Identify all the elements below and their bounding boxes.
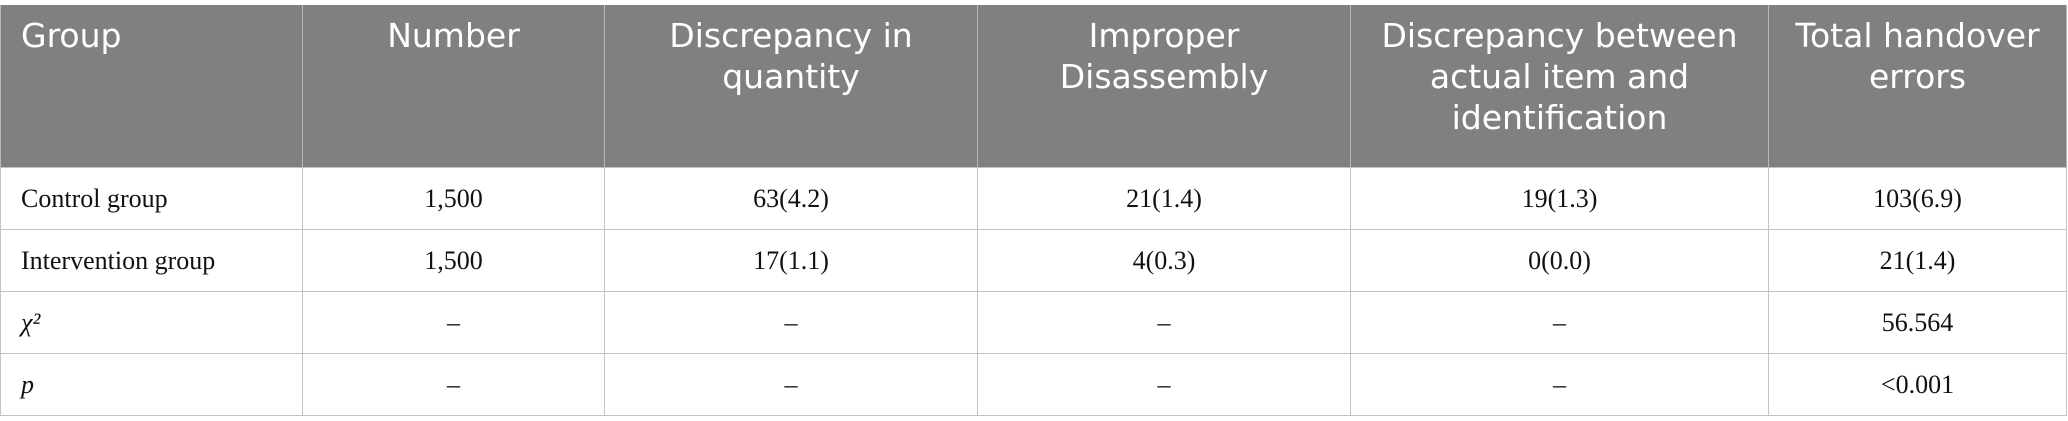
table-row: χ² – – – –56.564 [0,291,2067,354]
header-cell: Discrepancy in quantity [604,5,978,168]
table-cell: – [604,353,978,416]
table-cell: Intervention group [0,229,303,292]
table-cell: 19(1.3) [1350,167,1769,230]
table-cell: 63(4.2) [604,167,978,230]
header-cell: Discrepancy between actual item and iden… [1350,5,1769,168]
header-cell: Total handover errors [1768,5,2067,168]
data-table: Group Number Discrepancy in quantity Improp… [0,5,2067,416]
table-cell: 21(1.4) [1768,229,2067,292]
table-cell: – [1350,353,1769,416]
table-body: Control group 1,500 63(4.2) 21(1.4) 19(1.3) 1… [0,167,2067,416]
table-cell: 17(1.1) [604,229,978,292]
table-cell: χ² [0,291,303,354]
table-cell: – [977,291,1351,354]
table-cell: 56.564 [1768,291,2067,354]
table-cell: 103(6.9) [1768,167,2067,230]
table-cell: 21(1.4) [977,167,1351,230]
table-cell: <0.001 [1768,353,2067,416]
table-cell: – [977,353,1351,416]
header-cell: Improper Disassembly [977,5,1351,168]
table-row: Control group 1,500 63(4.2) 21(1.4) 19(1.3) 1… [0,167,2067,230]
table-cell: – [302,291,605,354]
table-cell: 0(0.0) [1350,229,1769,292]
table-cell: 1,500 [302,167,605,230]
table-row: Intervention group 1,500 17(1.1) 4(0.3) 0(0.… [0,229,2067,292]
table-row: p – – – – <0.001 [0,353,2067,416]
header-cell: Group [0,5,303,168]
table-cell: – [302,353,605,416]
table-cell: Control group [0,167,303,230]
header-row: Group Number Discrepancy in quantity Improp… [0,5,2067,168]
table-cell: 4(0.3) [977,229,1351,292]
table-cell: 1,500 [302,229,605,292]
table-cell: – [604,291,978,354]
header-cell: Number [302,5,605,168]
table-cell: p [0,353,303,416]
table-cell: – [1350,291,1769,354]
